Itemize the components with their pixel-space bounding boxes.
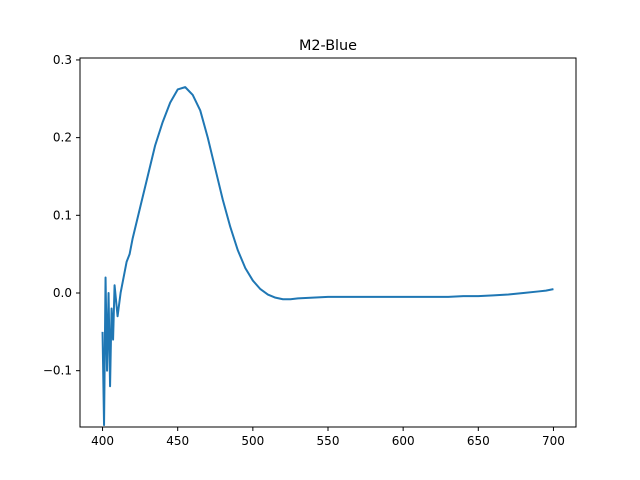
x-tick-label: 500 [241, 434, 264, 448]
y-tick-label: 0.3 [53, 53, 72, 67]
plot-frame [79, 57, 577, 428]
chart-title: M2-Blue [299, 38, 357, 54]
x-axis: 400 450 500 550 600 650 700 [91, 427, 565, 448]
x-tick-label: 550 [317, 434, 340, 448]
y-tick-label: 0.2 [53, 131, 72, 145]
y-tick-label: 0.0 [53, 286, 72, 300]
plot-area [101, 86, 554, 427]
y-axis: −0.1 0.0 0.1 0.2 0.3 [43, 53, 80, 378]
x-tick-label: 650 [467, 434, 490, 448]
series-line-0 [101, 86, 554, 427]
x-tick-label: 400 [91, 434, 114, 448]
x-tick-label: 700 [542, 434, 565, 448]
x-tick-label: 450 [166, 434, 189, 448]
y-tick-label: −0.1 [43, 364, 72, 378]
y-tick-label: 0.1 [53, 208, 72, 222]
x-tick-label: 600 [392, 434, 415, 448]
